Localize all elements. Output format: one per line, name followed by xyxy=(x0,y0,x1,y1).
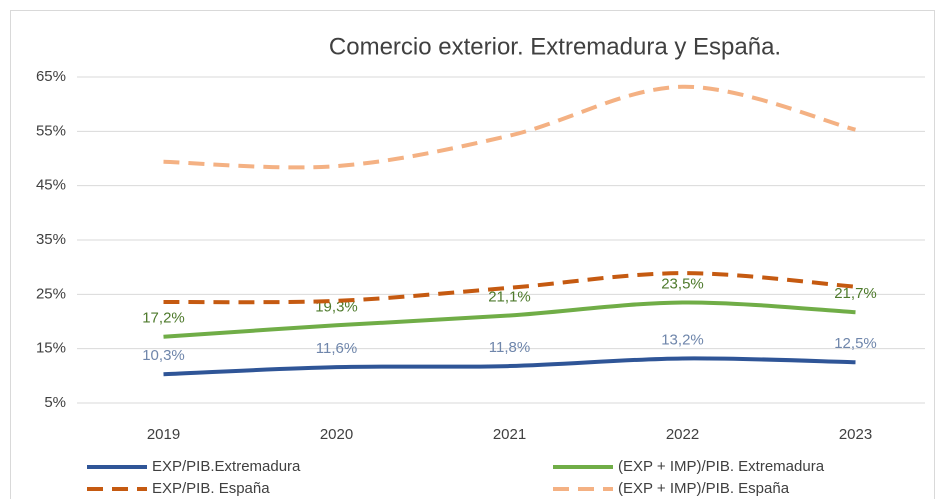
chart-title: Comercio exterior. Extremadura y España. xyxy=(329,33,781,60)
data-label: 21,1% xyxy=(488,288,531,305)
x-tick-label: 2021 xyxy=(493,426,526,443)
y-tick-label: 45% xyxy=(36,177,66,194)
y-tick-label: 55% xyxy=(36,122,66,139)
line-series xyxy=(163,356,856,377)
data-label: 17,2% xyxy=(142,310,185,327)
data-label: 11,6% xyxy=(316,340,357,357)
legend-label: EXP/PIB.Extremadura xyxy=(152,458,301,475)
line-series xyxy=(163,271,856,305)
legend-label: EXP/PIB. España xyxy=(152,480,270,497)
x-tick-label: 2020 xyxy=(320,426,353,443)
chart-border xyxy=(10,10,935,499)
y-tick-label: 15% xyxy=(36,340,66,357)
x-tick-label: 2022 xyxy=(666,426,699,443)
data-label: 21,7% xyxy=(834,285,877,302)
line-series xyxy=(163,300,856,339)
y-tick-label: 65% xyxy=(36,68,66,85)
y-tick-label: 25% xyxy=(36,285,66,302)
legend-label: (EXP + IMP)/PIB. Extremadura xyxy=(618,458,825,475)
data-label: 13,2% xyxy=(661,331,704,348)
data-label: 10,3% xyxy=(142,347,185,364)
y-tick-label: 5% xyxy=(44,394,66,411)
legend-label: (EXP + IMP)/PIB. España xyxy=(618,480,790,497)
y-tick-label: 35% xyxy=(36,231,66,248)
data-label: 23,5% xyxy=(661,275,704,292)
line-series xyxy=(163,84,856,170)
data-label: 12,5% xyxy=(834,335,877,352)
data-label: 11,8% xyxy=(489,339,530,356)
x-tick-label: 2023 xyxy=(839,426,872,443)
x-tick-label: 2019 xyxy=(147,426,180,443)
